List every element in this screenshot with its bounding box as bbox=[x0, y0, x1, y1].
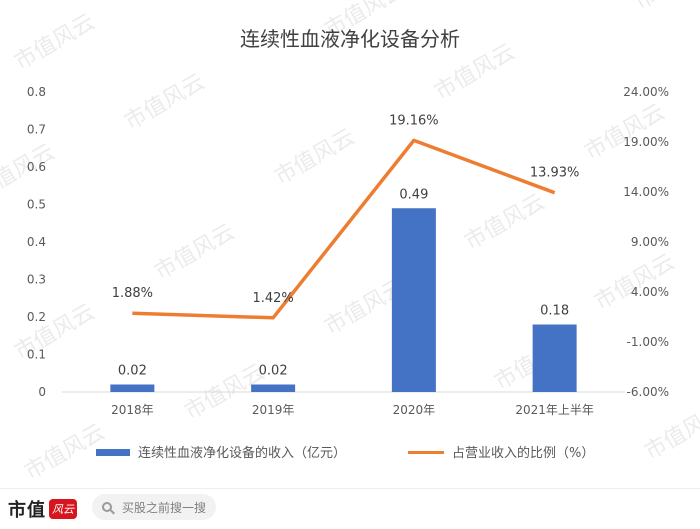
bar bbox=[392, 208, 436, 392]
watermark-text: 市值风云 bbox=[11, 10, 100, 76]
watermark-text: 市值风云 bbox=[21, 420, 110, 486]
bar bbox=[251, 385, 295, 393]
left-axis-tick-label: 0.5 bbox=[27, 198, 46, 212]
brand-logo-badge: 风云 bbox=[49, 499, 77, 519]
legend-label-revenue: 连续性血液净化设备的收入（亿元） bbox=[138, 445, 346, 461]
legend-swatch-revenue bbox=[96, 449, 130, 456]
right-axis-tick-label: 19.00% bbox=[623, 135, 669, 149]
line-data-label: 19.16% bbox=[389, 113, 439, 128]
left-axis-tick-label: 0.7 bbox=[27, 123, 46, 137]
left-y-axis: 0 0.1 0.2 0.3 0.4 0.5 0.6 0.7 0.8 bbox=[27, 85, 46, 399]
watermark-layer: 市值风云市值风云市值风云市值风云市值风云市值风云市值风云市值风云市值风云市值风云… bbox=[0, 0, 700, 485]
search-input[interactable]: 买股之前搜一搜 bbox=[92, 494, 216, 520]
bar-data-label: 0.49 bbox=[399, 187, 428, 202]
watermark-text: 市值风云 bbox=[121, 70, 210, 136]
bar bbox=[533, 325, 577, 393]
left-axis-tick-label: 0.3 bbox=[27, 273, 46, 287]
x-axis-tick-label: 2019年 bbox=[252, 403, 295, 417]
search-placeholder: 买股之前搜一搜 bbox=[122, 499, 206, 516]
bar-data-label: 0.02 bbox=[259, 364, 288, 379]
watermark-text: 市值风云 bbox=[461, 190, 550, 256]
right-axis-tick-label: 24.00% bbox=[623, 85, 669, 99]
legend: 连续性血液净化设备的收入（亿元） 占营业收入的比例（%） bbox=[96, 445, 594, 461]
right-axis-tick-label: -6.00% bbox=[627, 385, 669, 399]
brand-logo: 市值 风云 bbox=[8, 495, 77, 523]
right-axis-tick-label: 14.00% bbox=[623, 185, 669, 199]
bar bbox=[110, 385, 154, 393]
line-data-label: 13.93% bbox=[530, 166, 580, 181]
x-axis-tick-label: 2021年上半年 bbox=[515, 403, 594, 417]
right-axis-tick-label: 9.00% bbox=[631, 235, 669, 249]
watermark-text: 市值风云 bbox=[271, 125, 360, 191]
right-axis-tick-label: -1.00% bbox=[627, 335, 669, 349]
watermark-text: 市值风云 bbox=[591, 250, 680, 316]
chart-title: 连续性血液净化设备分析 bbox=[240, 27, 460, 51]
line-data-label: 1.88% bbox=[112, 286, 153, 301]
right-axis-tick-label: 4.00% bbox=[631, 285, 669, 299]
footer-bar: 市值 风云 买股之前搜一搜 bbox=[0, 488, 700, 529]
watermark-text: 市值风云 bbox=[641, 400, 700, 466]
bar-data-label: 0.18 bbox=[540, 304, 569, 319]
chart-canvas: 市值风云市值风云市值风云市值风云市值风云市值风云市值风云市值风云市值风云市值风云… bbox=[0, 0, 700, 488]
left-axis-tick-label: 0.2 bbox=[27, 310, 46, 324]
watermark-text: 市值风云 bbox=[151, 220, 240, 286]
x-axis-tick-label: 2020年 bbox=[393, 403, 436, 417]
left-axis-tick-label: 0.6 bbox=[27, 160, 46, 174]
left-axis-tick-label: 0.4 bbox=[27, 235, 46, 249]
left-axis-tick-label: 0.8 bbox=[27, 85, 46, 99]
search-icon bbox=[102, 502, 112, 512]
legend-label-ratio: 占营业收入的比例（%） bbox=[452, 445, 594, 461]
left-axis-tick-label: 0 bbox=[38, 385, 46, 399]
bar-data-label: 0.02 bbox=[118, 364, 147, 379]
watermark-text: 市值风云 bbox=[581, 100, 670, 166]
watermark-text: 市值风云 bbox=[631, 0, 700, 15]
brand-name: 市值 bbox=[8, 496, 46, 522]
x-axis-tick-label: 2018年 bbox=[111, 403, 154, 417]
left-axis-tick-label: 0.1 bbox=[27, 348, 46, 362]
watermark-text: 市值风云 bbox=[11, 300, 100, 366]
line-data-label: 1.42% bbox=[252, 291, 293, 306]
